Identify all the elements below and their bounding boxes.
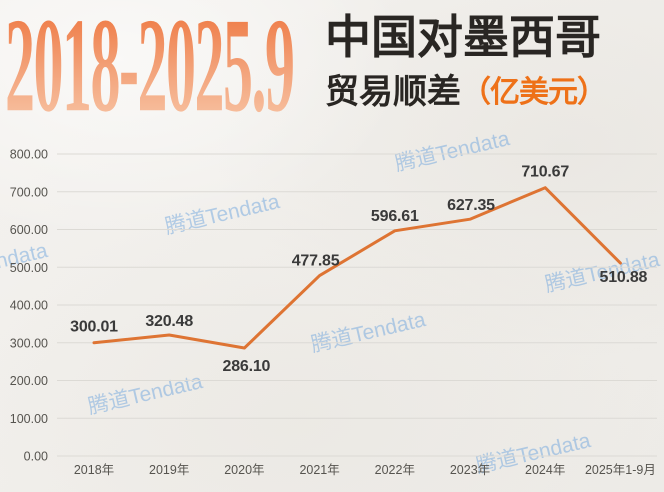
subtitle: 贸易顺差（亿美元） — [325, 74, 607, 111]
period-title: 2018-2025.9 — [5, 0, 295, 140]
y-tick-label: 0.00 — [24, 450, 48, 464]
y-tick-label: 200.00 — [10, 374, 48, 388]
y-tick-label: 800.00 — [10, 148, 48, 162]
x-axis-label: 2025年1-9月 — [585, 463, 656, 477]
y-tick-label: 700.00 — [10, 185, 48, 199]
data-label: 286.10 — [223, 358, 271, 375]
data-label: 510.88 — [600, 269, 648, 286]
x-axis-label: 2022年 — [375, 463, 415, 477]
data-label: 596.61 — [371, 208, 419, 225]
x-axis-label: 2020年 — [224, 463, 264, 477]
trend-line — [92, 186, 622, 350]
x-axis-label: 2019年 — [149, 463, 189, 477]
main-title: 中国对墨西哥 — [325, 12, 601, 63]
y-tick-label: 300.00 — [10, 336, 48, 350]
y-tick-label: 500.00 — [10, 261, 48, 275]
data-label: 710.67 — [521, 164, 569, 181]
data-label: 477.85 — [292, 253, 340, 270]
x-axis-label: 2021年 — [299, 463, 339, 477]
unit-label: （亿美元） — [461, 76, 607, 109]
x-axis-label: 2018年 — [74, 463, 114, 477]
data-label: 320.48 — [145, 313, 193, 330]
data-label: 627.35 — [447, 197, 495, 214]
y-tick-label: 600.00 — [10, 223, 48, 237]
x-axis-label: 2024年 — [525, 463, 565, 477]
subtitle-text: 贸易顺差 — [325, 74, 461, 111]
y-tick-label: 100.00 — [10, 412, 48, 426]
x-axis-label: 2023年 — [450, 463, 490, 477]
data-label: 300.01 — [70, 319, 118, 336]
y-tick-label: 400.00 — [10, 299, 48, 313]
